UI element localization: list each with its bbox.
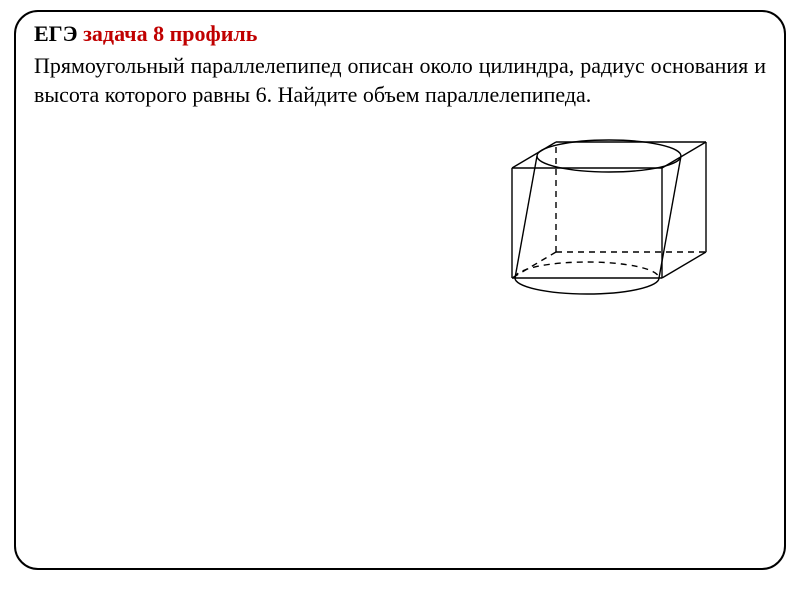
title-highlight: задача 8 профиль: [83, 21, 257, 46]
title-prefix: ЕГЭ: [34, 21, 83, 46]
geometry-figure: [494, 132, 724, 302]
title: ЕГЭ задача 8 профиль: [34, 20, 766, 49]
problem-text: Прямоугольный параллелепипед описан окол…: [34, 51, 766, 110]
problem-card: ЕГЭ задача 8 профиль Прямоугольный парал…: [14, 10, 786, 570]
